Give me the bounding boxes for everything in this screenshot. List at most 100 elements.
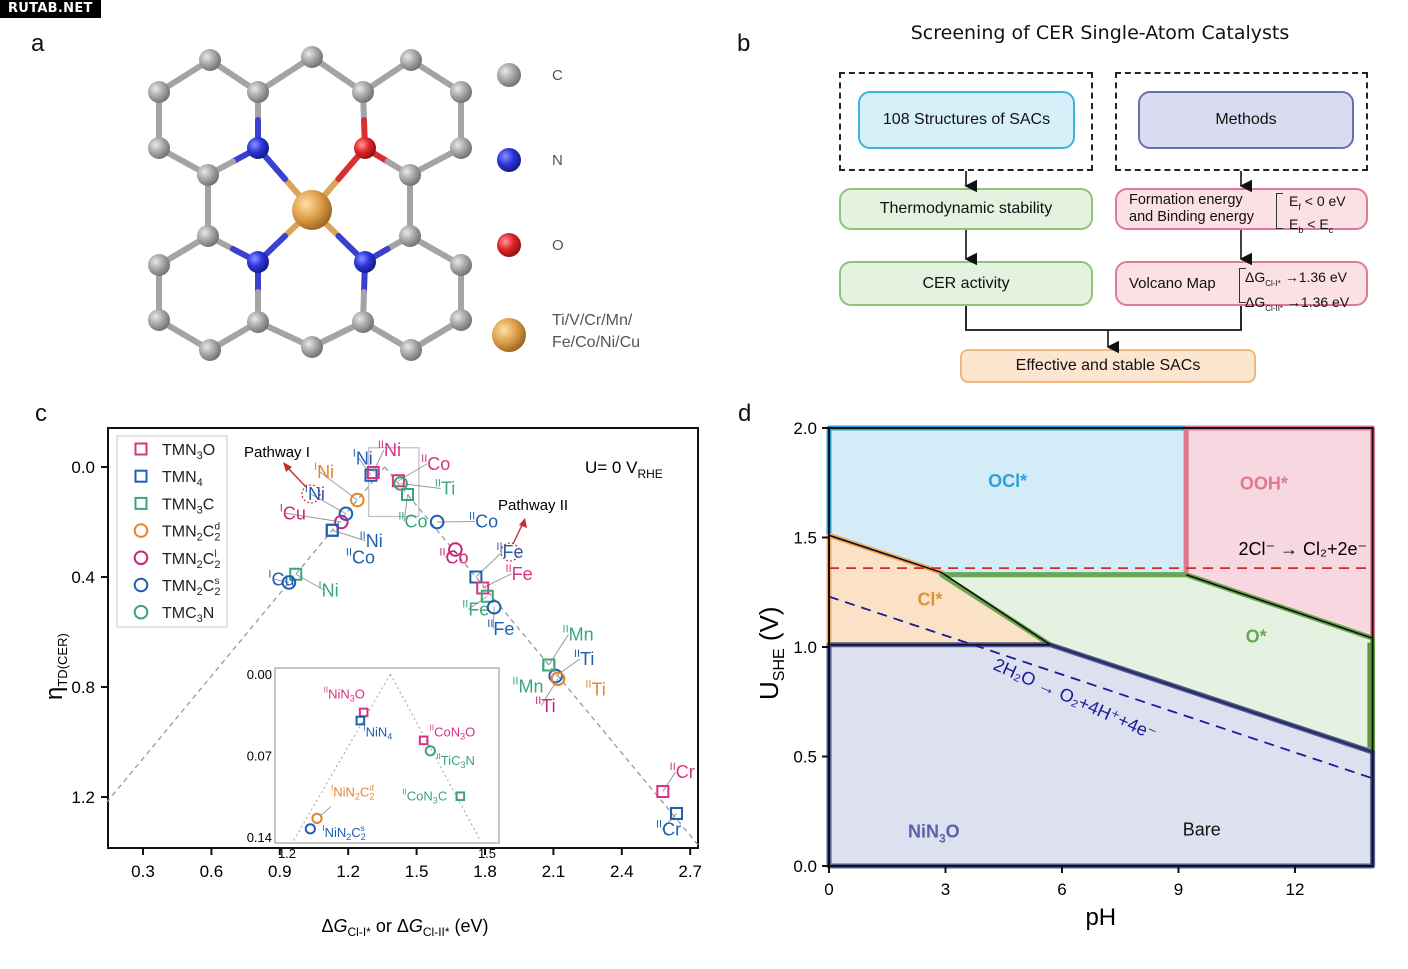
x-tick-label: 0.9 xyxy=(268,862,292,881)
inset-data-point xyxy=(304,823,316,835)
x-tick-label: 2.4 xyxy=(610,862,634,881)
y-tick-label: 1.5 xyxy=(793,529,817,548)
chlorine-reaction-label: 2Cl⁻ → Cl₂+2e⁻ xyxy=(1238,539,1367,559)
leader-line xyxy=(319,471,358,501)
nitrogen-atom xyxy=(247,137,269,159)
point-label: ICu xyxy=(280,502,306,523)
pathway-2-highlight xyxy=(500,542,520,562)
data-point xyxy=(325,523,339,537)
binding-energy-text: and Binding energy xyxy=(1129,209,1254,225)
legend-atom-ti-icon xyxy=(492,318,526,352)
point-label: IITi xyxy=(574,648,594,669)
carbon-atom xyxy=(197,225,219,247)
legend-marker-circle-icon xyxy=(133,550,149,566)
y-tick-label: 1.2 xyxy=(71,788,95,807)
x-tick-label: 0 xyxy=(824,880,833,899)
panel-c-label: c xyxy=(35,400,47,427)
x-tick-label: 9 xyxy=(1174,880,1183,899)
data-point xyxy=(448,542,463,557)
legend-label-n: N xyxy=(552,152,563,169)
inset-leader-line xyxy=(320,806,332,816)
panel-b-label: b xyxy=(737,30,751,57)
legend-marker-circle-icon xyxy=(133,577,149,593)
legend-label: TMN3C xyxy=(162,496,214,516)
pathway-1-arrowhead xyxy=(283,462,292,472)
carbon-atom xyxy=(247,311,269,333)
leader-line xyxy=(285,512,342,523)
carbon-atom xyxy=(399,225,421,247)
legend-label-metals: Ti/V/Cr/Mn/ xyxy=(552,312,633,329)
point-label: INi xyxy=(353,447,373,468)
point-label: IICo xyxy=(346,546,375,567)
boundary-line xyxy=(828,534,1051,646)
leader-line xyxy=(540,678,559,707)
volcano-map-text: Volcano Map xyxy=(1129,275,1216,292)
point-label: IIFe xyxy=(462,599,489,620)
eb-criterion: Eb < Ec xyxy=(1289,215,1334,235)
data-point xyxy=(364,468,378,482)
y-axis-label: ηTD(CER) xyxy=(41,633,70,700)
element-legend: C N O Ti/V/Cr/Mn/Fe/Co/Ni/Cu xyxy=(492,63,640,352)
inset-data-point xyxy=(311,812,323,824)
legend-label: TMN2C2s xyxy=(162,576,220,598)
legend-label-o: O xyxy=(552,237,564,254)
leader-line xyxy=(492,607,495,629)
region-label-ooh: OOH* xyxy=(1240,473,1288,493)
volcano-line-right xyxy=(384,466,700,847)
y-tick-label: 1.0 xyxy=(793,638,817,657)
point-label: IITi xyxy=(535,695,555,716)
point-label: IIFe xyxy=(506,563,533,584)
bracket xyxy=(1239,268,1246,303)
point-label: IICo xyxy=(398,511,427,532)
point-label: IICr xyxy=(670,761,695,782)
ef-criterion: Ef < 0 eV xyxy=(1289,193,1346,212)
structures-group-box xyxy=(839,72,1093,171)
pathway-1-arrow xyxy=(286,466,307,488)
methods-group-box xyxy=(1115,72,1368,171)
flowchart-arrows xyxy=(964,171,1253,354)
data-point xyxy=(486,599,502,615)
nitrogen-atom xyxy=(247,251,269,273)
data-point xyxy=(366,466,380,479)
data-point xyxy=(391,474,405,488)
carbon-atom xyxy=(400,339,422,361)
data-point xyxy=(429,514,445,530)
data-point xyxy=(350,492,365,508)
data-point xyxy=(480,589,494,603)
oxygen-atom xyxy=(354,137,376,159)
inset-point-label: IICoN3O xyxy=(430,723,476,741)
x-tick-label: 6 xyxy=(1057,880,1066,899)
panel-a-label: a xyxy=(31,30,45,57)
leader-line xyxy=(274,578,290,583)
oxygen-evolution-line xyxy=(828,595,1373,780)
region-label-o: O* xyxy=(1246,627,1267,647)
leader-line xyxy=(358,457,372,476)
carbon-atom xyxy=(199,339,221,361)
carbon-atom xyxy=(247,81,269,103)
leader-line xyxy=(467,595,488,610)
inset-data-point xyxy=(418,735,429,746)
point-label: INi xyxy=(305,483,325,504)
legend-marker-circle-icon xyxy=(133,604,149,620)
inset-x-tick-label: 1.2 xyxy=(278,846,296,861)
flowchart-title: Screening of CER Single-Atom Catalysts xyxy=(910,22,1290,44)
zoom-region-box xyxy=(368,447,420,518)
point-label: IINi xyxy=(378,439,401,460)
y-tick-label: 2.0 xyxy=(793,419,817,438)
point-label: INi xyxy=(314,461,334,482)
inset-point-label: INiN2C2d xyxy=(331,783,374,801)
leader-line xyxy=(661,813,677,830)
volcano-line-left xyxy=(106,466,386,803)
watermark: RUTAB.NET xyxy=(0,0,101,18)
y-tick-label: 0.4 xyxy=(71,568,95,587)
carbon-atom xyxy=(352,81,374,103)
point-label: IICo xyxy=(421,453,450,474)
pourbaix-diagram: 0.0 0.5 1.0 1.5 2.0 0 3 6 9 12 pH USHE (V) OCl* OOH* C… xyxy=(754,419,1376,931)
carbon-atom xyxy=(301,336,323,358)
x-tick-label: 3 xyxy=(941,880,950,899)
legend-atom-o-icon xyxy=(497,233,521,257)
inset-point-label: INiN2C2s xyxy=(322,824,365,842)
inset-y-tick-label: 0.00 xyxy=(247,667,272,682)
region-label-ocl: OCl* xyxy=(988,471,1027,491)
y-tick-label: 0.5 xyxy=(793,748,817,767)
